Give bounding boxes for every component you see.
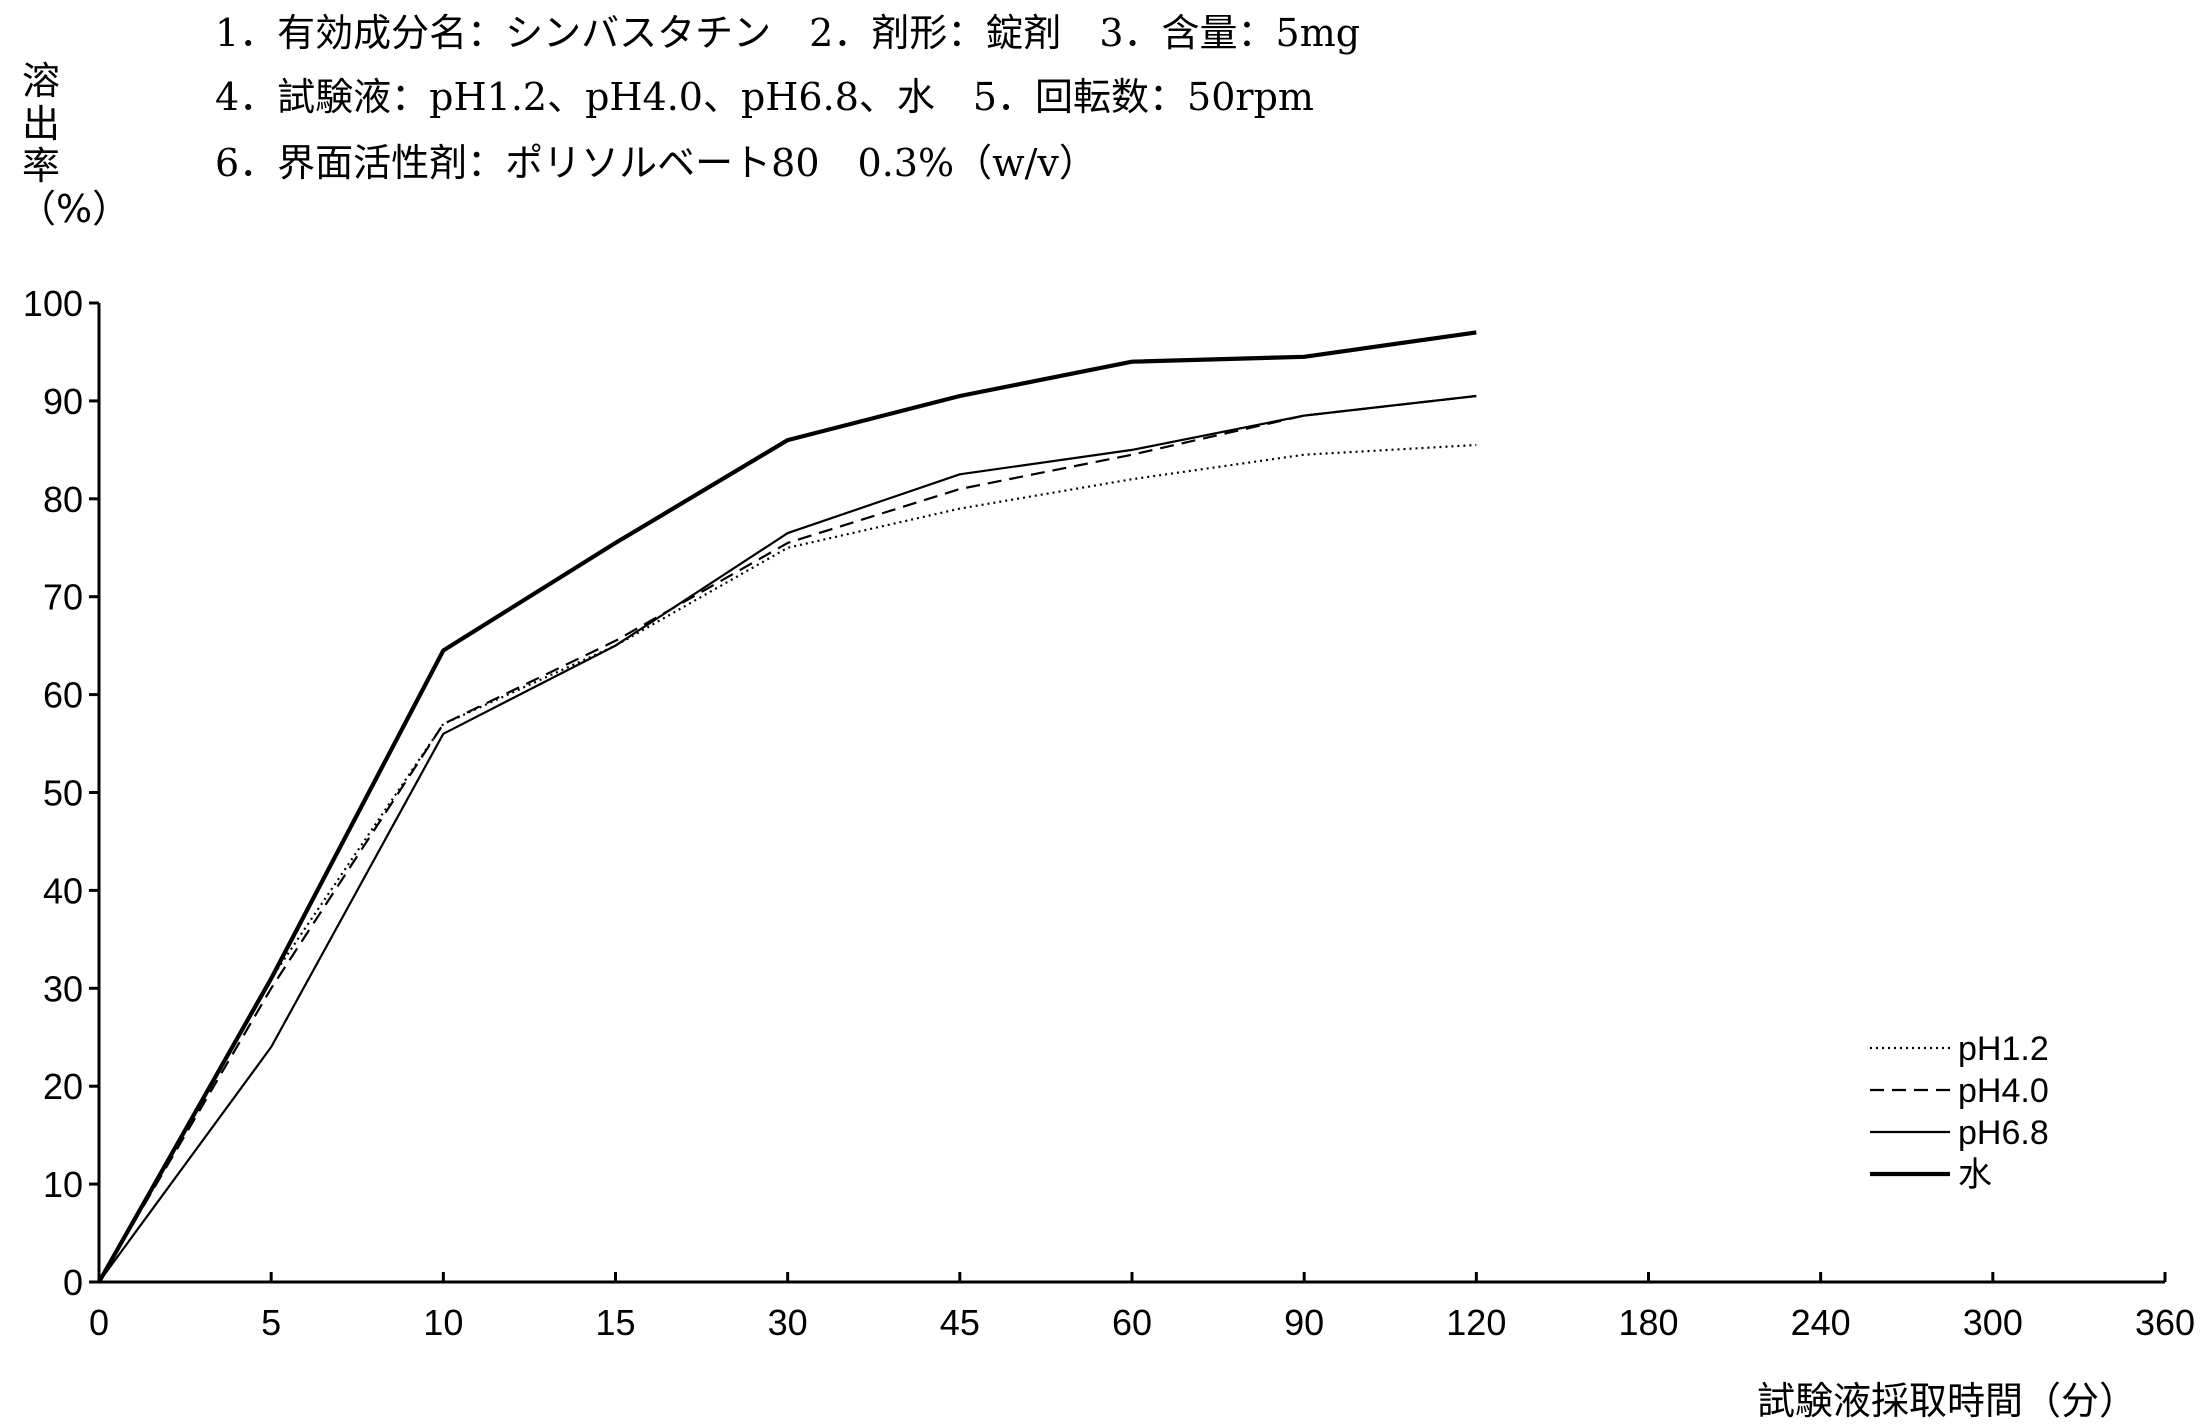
y-tick-label: 20 (43, 1066, 83, 1107)
series-line-4 (97, 330, 1477, 1284)
x-tick-label: 5 (261, 1302, 281, 1343)
y-tick-label: 70 (43, 577, 83, 618)
x-tick-label: 15 (595, 1302, 635, 1343)
y-tick-label: 30 (43, 968, 83, 1009)
x-tick-label: 10 (423, 1302, 463, 1343)
x-tick-label: 90 (1284, 1302, 1324, 1343)
series-line-3 (98, 394, 1477, 1283)
x-tick-label: 30 (768, 1302, 808, 1343)
y-tick-label: 90 (43, 381, 83, 422)
x-axis-label: 試験液採取時間（分） (1756, 1379, 2137, 1423)
x-tick-label: 240 (1791, 1302, 1851, 1343)
legend-label: pH1.2 (1958, 1030, 2049, 1068)
header-line-2: 4．試験液：pH1.2、pH4.0、pH6.8、水 5．回転数：50rpm (215, 75, 1314, 119)
y-tick-label: 60 (43, 675, 83, 716)
x-tick-label: 360 (2135, 1302, 2195, 1343)
x-tick-label: 300 (1963, 1302, 2023, 1343)
x-tick-label: 120 (1446, 1302, 1506, 1343)
y-tick-label: 40 (43, 870, 83, 911)
y-tick-label: 0 (63, 1262, 83, 1303)
y-tick-label: 100 (23, 283, 83, 324)
legend-label: pH4.0 (1958, 1072, 2049, 1110)
series-line-1 (98, 443, 1477, 1283)
legend-label: pH6.8 (1958, 1114, 2049, 1152)
y-tick-label: 10 (43, 1164, 83, 1205)
x-tick-label: 60 (1112, 1302, 1152, 1343)
legend-label: 水 (1958, 1156, 1992, 1194)
x-tick-label: 0 (89, 1302, 109, 1343)
x-tick-label: 180 (1618, 1302, 1678, 1343)
header-line-3: 6．界面活性剤：ポリソルベート80 0.3%（w/v） (215, 141, 1097, 185)
series-line-2 (98, 394, 1477, 1283)
x-tick-label: 45 (940, 1302, 980, 1343)
y-tick-label: 50 (43, 773, 83, 814)
header-line-1: 1．有効成分名：シンバスタチン 2．剤形：錠剤 3．含量：5mg (215, 11, 1361, 55)
y-tick-label: 80 (43, 479, 83, 520)
